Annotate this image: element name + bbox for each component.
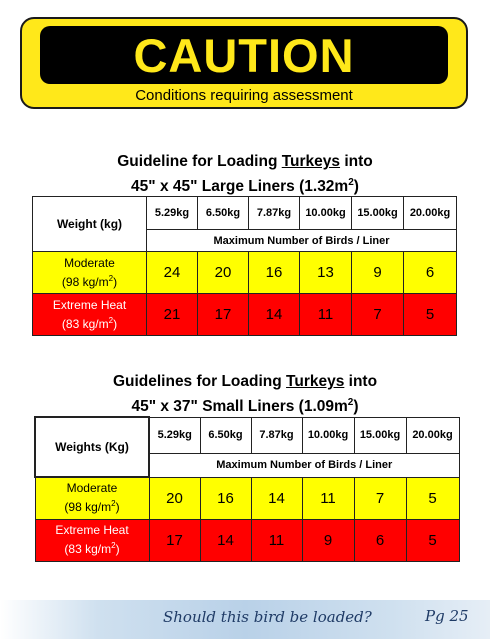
cell-value: 9 bbox=[351, 251, 404, 294]
cell-value: 14 bbox=[250, 476, 303, 520]
page-number: Pg 25 bbox=[425, 607, 469, 625]
row-label-moderate: Moderate (98 kg/m2) bbox=[32, 251, 147, 294]
cell-value: 7 bbox=[353, 476, 407, 520]
cell-value: 11 bbox=[250, 518, 303, 562]
cell-value: 14 bbox=[199, 518, 252, 562]
cell-value: 14 bbox=[248, 293, 300, 336]
cell-value: 24 bbox=[146, 251, 198, 294]
cell-value: 11 bbox=[301, 476, 355, 520]
cell-value: 17 bbox=[197, 293, 249, 336]
cell-value: 6 bbox=[403, 251, 457, 294]
cell-value: 17 bbox=[148, 518, 201, 562]
table2-heading: Guidelines for Loading Turkeys into 45" … bbox=[0, 371, 490, 417]
table1-heading: Guideline for Loading Turkeys into 45" x… bbox=[0, 151, 490, 197]
footer-band bbox=[0, 600, 490, 639]
weight-label: Weights (Kg) bbox=[34, 416, 150, 478]
max-birds-subheader: Maximum Number of Birds / Liner bbox=[148, 452, 460, 478]
cell-value: 11 bbox=[299, 293, 352, 336]
table2-heading-line1: Guidelines for Loading Turkeys into bbox=[112, 373, 378, 390]
cell-value: 7 bbox=[351, 293, 404, 336]
cell-value: 20 bbox=[148, 476, 201, 520]
caution-title: CAUTION bbox=[133, 28, 355, 82]
caution-banner: CAUTION Conditions requiring assessment bbox=[20, 17, 468, 109]
weight-header: 20.00kg bbox=[405, 416, 460, 454]
max-birds-subheader: Maximum Number of Birds / Liner bbox=[146, 229, 457, 252]
row-label-moderate: Moderate (98 kg/m2) bbox=[34, 476, 150, 520]
weight-header: 7.87kg bbox=[250, 416, 303, 454]
cell-value: 13 bbox=[299, 251, 352, 294]
table1: Weight (kg) 5.29kg 6.50kg 7.87kg 10.00kg… bbox=[32, 195, 457, 336]
weight-header: 6.50kg bbox=[197, 195, 249, 231]
weight-header: 20.00kg bbox=[403, 195, 457, 231]
table2-heading-line2: 45" x 37" Small Liners (1.09m2) bbox=[131, 397, 359, 416]
weight-header: 10.00kg bbox=[299, 195, 352, 231]
cell-value: 6 bbox=[353, 518, 407, 562]
cell-value: 21 bbox=[146, 293, 198, 336]
weight-header: 5.29kg bbox=[148, 416, 201, 454]
row-label-extreme-heat: Extreme Heat (83 kg/m2) bbox=[34, 518, 150, 562]
cell-value: 20 bbox=[197, 251, 249, 294]
cell-value: 5 bbox=[405, 518, 460, 562]
cell-value: 5 bbox=[405, 476, 460, 520]
footer-question: Should this bird be loaded? bbox=[163, 608, 372, 626]
weight-header: 7.87kg bbox=[248, 195, 300, 231]
cell-value: 9 bbox=[301, 518, 355, 562]
cell-value: 16 bbox=[199, 476, 252, 520]
caution-subtitle: Conditions requiring assessment bbox=[135, 87, 353, 104]
table1-heading-line2: 45" x 45" Large Liners (1.32m2) bbox=[131, 177, 359, 196]
weight-header: 15.00kg bbox=[351, 195, 404, 231]
weight-header: 6.50kg bbox=[199, 416, 252, 454]
table1-heading-line1: Guideline for Loading Turkeys into bbox=[117, 153, 373, 170]
weight-header: 5.29kg bbox=[146, 195, 198, 231]
cell-value: 5 bbox=[403, 293, 457, 336]
row-label-extreme-heat: Extreme Heat (83 kg/m2) bbox=[32, 293, 147, 336]
table2: Weights (Kg) 5.29kg 6.50kg 7.87kg 10.00k… bbox=[34, 416, 460, 562]
caution-title-box: CAUTION bbox=[40, 26, 448, 84]
weight-header: 10.00kg bbox=[301, 416, 355, 454]
weight-header: 15.00kg bbox=[353, 416, 407, 454]
cell-value: 16 bbox=[248, 251, 300, 294]
weight-label: Weight (kg) bbox=[32, 196, 147, 252]
